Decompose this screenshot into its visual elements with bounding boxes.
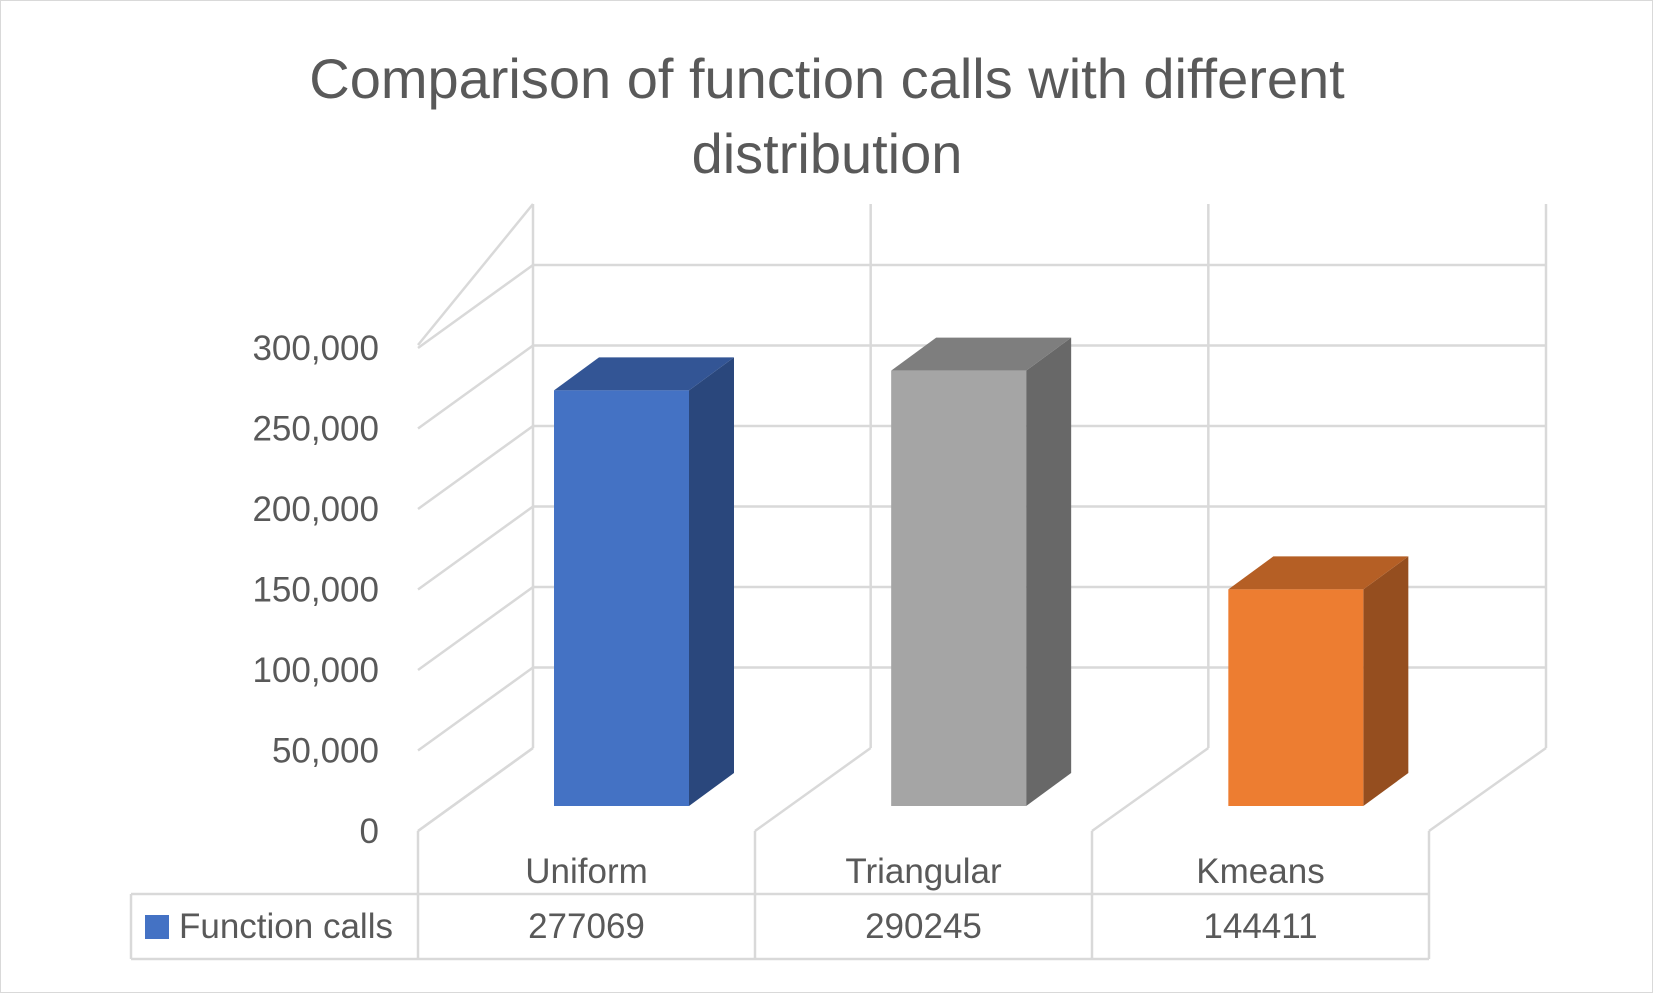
- y-axis-ticks: 0 50,000 100,000 150,000 200,000 250,000 300,0…: [252, 329, 379, 851]
- floor-divider: [417, 746, 534, 833]
- side-wall-gridline: [417, 505, 534, 591]
- y-tick-label: 0: [360, 812, 379, 851]
- bar-uniform: [554, 390, 689, 806]
- data-table-value: 290245: [865, 907, 982, 946]
- bar-top-kmeans: [1228, 556, 1409, 590]
- legend-key: [145, 915, 169, 939]
- legend-series-name: Function calls: [179, 907, 393, 946]
- bar-side-uniform: [689, 357, 734, 806]
- category-label: Kmeans: [1196, 852, 1324, 891]
- y-tick-label: 100,000: [252, 651, 379, 690]
- bars: [554, 337, 1409, 806]
- chart-title-line1: Comparison of function calls with differ…: [309, 47, 1345, 110]
- y-tick-label: 50,000: [272, 732, 379, 771]
- side-wall-gridline: [417, 344, 534, 430]
- category-label: Triangular: [845, 852, 1002, 891]
- bar-kmeans: [1228, 589, 1364, 806]
- side-wall-top-edge: [417, 203, 534, 346]
- bar-side-kmeans: [1363, 556, 1409, 806]
- chart-title-line2: distribution: [692, 122, 963, 185]
- side-wall-gridline: [417, 424, 534, 511]
- y-tick-label: 300,000: [252, 329, 379, 368]
- bar-top-uniform: [554, 357, 734, 391]
- bar-triangular: [891, 370, 1027, 806]
- side-wall-gridline: [417, 666, 534, 752]
- floor-divider: [1428, 746, 1547, 833]
- y-tick-label: 200,000: [252, 490, 379, 529]
- y-tick-label: 250,000: [252, 410, 379, 449]
- side-wall-gridline: [417, 585, 534, 672]
- floor-divider: [754, 746, 872, 833]
- bar-side-triangular: [1026, 337, 1072, 806]
- data-table: Function calls Uniform 277069 Triangular 290…: [129, 831, 1431, 961]
- floor-divider: [1091, 746, 1210, 833]
- data-table-value: 277069: [528, 907, 645, 946]
- data-table-value: 144411: [1203, 907, 1317, 946]
- category-label: Uniform: [525, 852, 648, 891]
- y-tick-label: 150,000: [252, 571, 379, 610]
- bar-top-triangular: [891, 337, 1072, 371]
- side-wall-gridline: [417, 263, 534, 350]
